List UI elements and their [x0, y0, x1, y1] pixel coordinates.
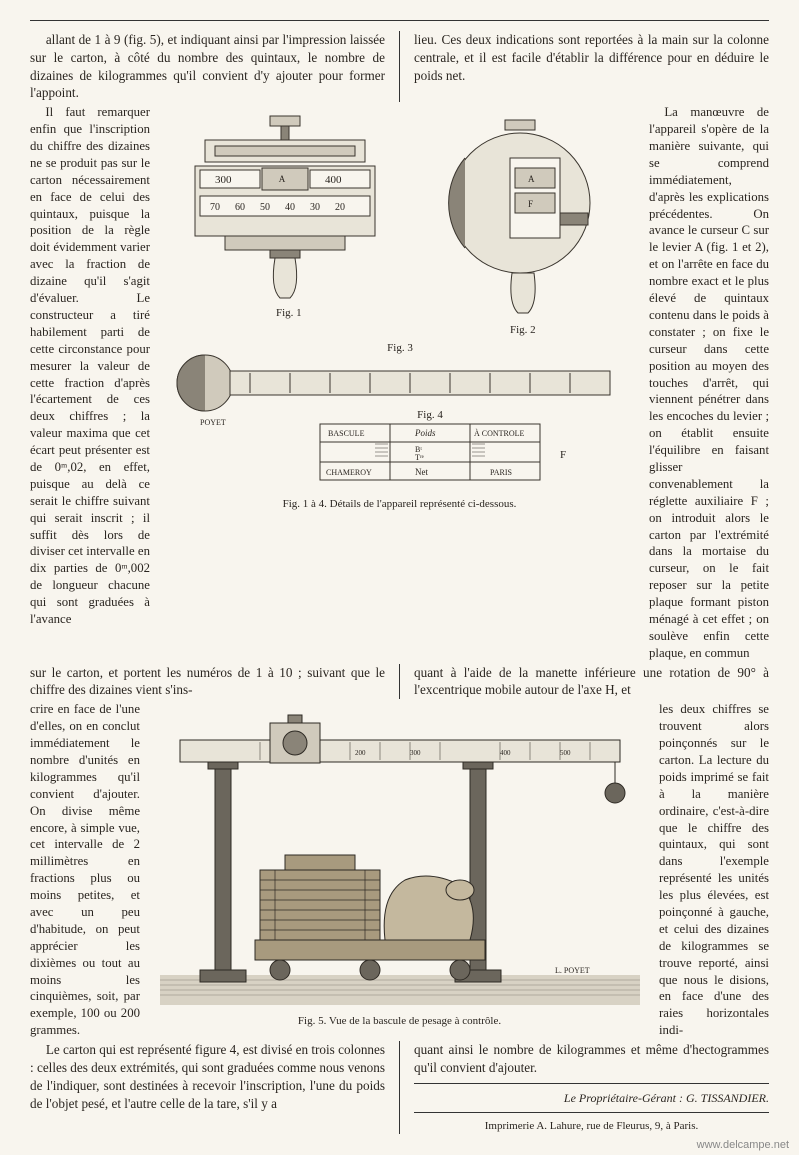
bottom-two-col: Le carton qui est représenté figure 4, e…: [30, 1041, 769, 1134]
fig5-svg: 100 200 300 400 500: [160, 705, 640, 1005]
para-top-left: allant de 1 à 9 (fig. 5), et indiquant a…: [30, 31, 385, 102]
fig1-n20: 20: [335, 202, 345, 213]
para-bot-left: Le carton qui est représenté figure 4, e…: [30, 1041, 385, 1112]
mid-two-col: sur le carton, et portent les numéros de…: [30, 664, 769, 700]
fig1-letter-a: A: [278, 174, 285, 184]
signature: Le Propriétaire-Gérant : G. TISSANDIER.: [414, 1090, 769, 1106]
fig4-label: Fig. 4: [417, 409, 443, 421]
para-mid-right: quant à l'aide de la manette inférieure …: [414, 664, 769, 700]
para-mid-left: sur le carton, et portent les numéros de…: [30, 664, 385, 700]
col-sep-3: [399, 1041, 400, 1134]
col-sep-1: [399, 31, 400, 102]
fig2-letter-a: A: [528, 174, 535, 184]
fig1-group: 300 400 A 70 60 50 40 30 20: [195, 116, 375, 319]
fig4-poids: Poids: [414, 428, 436, 438]
mid-col-right: quant à l'aide de la manette inférieure …: [414, 664, 769, 700]
fig1-label: Fig. 1: [276, 307, 302, 319]
fig5-n500: 500: [560, 749, 571, 757]
fig-1-4-svg: 300 400 A 70 60 50 40 30 20: [170, 108, 630, 488]
content-area: allant de 1 à 9 (fig. 5), et indiquant a…: [30, 31, 769, 1134]
wrap2-left-text: crire en face de l'une d'elles, on en co…: [30, 701, 140, 1039]
fig1-n30: 30: [310, 202, 320, 213]
top-col-right: lieu. Ces deux indications sont reportée…: [414, 31, 769, 102]
fig2-group: A F Fig. 2: [448, 120, 589, 336]
bot-col-left: Le carton qui est représenté figure 4, e…: [30, 1041, 385, 1134]
wrap2-left: crire en face de l'une d'elles, on en co…: [30, 701, 140, 1039]
wrap1-right-text: La manœuvre de l'appareil s'opère de la …: [649, 104, 769, 661]
sig-rule: [414, 1083, 769, 1084]
bot-col-right: quant ainsi le nombre de kilogrammes et …: [414, 1041, 769, 1134]
fig5-n300: 300: [410, 749, 421, 757]
col-sep-2: [399, 664, 400, 700]
wrap-row-2: crire en face de l'une d'elles, on en co…: [30, 701, 769, 1039]
fig3-group: Fig. 3: [177, 342, 610, 427]
fig5-n400: 400: [500, 749, 511, 757]
para-bot-right: quant ainsi le nombre de kilogrammes et …: [414, 1041, 769, 1077]
fig5-caption: Fig. 5. Vue de la bascule de pesage à co…: [150, 1014, 649, 1029]
fig4-bascule: BASCULE: [328, 429, 365, 438]
fig1-n60: 60: [235, 202, 245, 213]
wrap2-right-text: les deux chiffres se trouvent alors poin…: [659, 701, 769, 1039]
fig-1-4-svg-wrap: 300 400 A 70 60 50 40 30 20: [160, 108, 639, 512]
wrap1-right: La manœuvre de l'appareil s'opère de la …: [649, 104, 769, 661]
fig1-n40: 40: [285, 202, 295, 213]
fig2-letter-f: F: [528, 199, 533, 209]
mid-col-left: sur le carton, et portent les numéros de…: [30, 664, 385, 700]
fig1-n50: 50: [260, 202, 270, 213]
watermark: www.delcampe.net: [697, 1139, 789, 1151]
fig4-chameroy: CHAMEROY: [326, 468, 372, 477]
fig2-label: Fig. 2: [510, 324, 536, 336]
fig4-tre: Tʳᵉ: [415, 453, 424, 462]
fig3-label: Fig. 3: [387, 342, 413, 354]
imprint: Imprimerie A. Lahure, rue de Fleurus, 9,…: [414, 1119, 769, 1134]
fig1-scale-300: 300: [215, 174, 232, 186]
fig5-n200: 200: [355, 749, 366, 757]
fig5-svg-wrap: 100 200 300 400 500: [150, 705, 649, 1029]
fig5-artist: L. POYET: [555, 966, 590, 975]
fig3-artist: POYET: [200, 418, 226, 427]
fig4-controle: À CONTROLE: [474, 428, 525, 438]
fig5-block: 100 200 300 400 500: [150, 701, 649, 1039]
fig-1-4-caption: Fig. 1 à 4. Détails de l'appareil représ…: [160, 497, 639, 512]
top-col-left: allant de 1 à 9 (fig. 5), et indiquant a…: [30, 31, 385, 102]
fig1-scale-400: 400: [325, 174, 342, 186]
top-rule: [30, 20, 769, 21]
fig4-net: Net: [415, 467, 428, 477]
fig4-f-letter: F: [560, 449, 566, 461]
wrap2-right: les deux chiffres se trouvent alors poin…: [659, 701, 769, 1039]
fig1-n70: 70: [210, 202, 220, 213]
wrap1-left-text: Il faut remarquer enfin que l'inscriptio…: [30, 104, 150, 628]
imprint-rule: [414, 1112, 769, 1113]
page: allant de 1 à 9 (fig. 5), et indiquant a…: [0, 0, 799, 1155]
wrap-row-1: Il faut remarquer enfin que l'inscriptio…: [30, 104, 769, 661]
top-two-col: allant de 1 à 9 (fig. 5), et indiquant a…: [30, 31, 769, 102]
fig4-paris: PARIS: [490, 468, 512, 477]
para-top-right: lieu. Ces deux indications sont reportée…: [414, 31, 769, 84]
wrap1-left: Il faut remarquer enfin que l'inscriptio…: [30, 104, 150, 661]
fig4-group: Fig. 4 BASCULE Poids À CONTROLE Bᵗ Tʳᵉ C…: [320, 409, 566, 480]
fig-1-4-block: 300 400 A 70 60 50 40 30 20: [160, 104, 639, 661]
